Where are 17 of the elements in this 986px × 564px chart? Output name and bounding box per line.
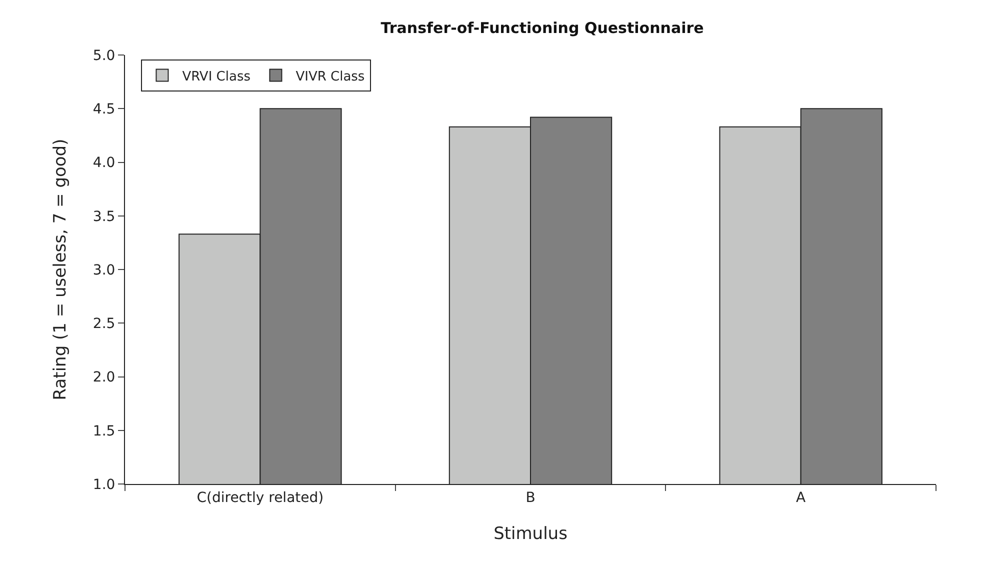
x-tick-label: A xyxy=(796,490,806,506)
y-tick-label: 2.0 xyxy=(92,370,116,386)
y-tick-label: 2.5 xyxy=(92,316,116,332)
x-tick-label: B xyxy=(526,490,536,506)
y-tick-label: 1.5 xyxy=(92,423,116,440)
legend-label: VIVR Class xyxy=(296,69,365,84)
y-tick-label: 1.0 xyxy=(92,476,116,493)
x-axis-title: Stimulus xyxy=(494,524,568,544)
y-tick-label: 5.0 xyxy=(92,48,116,64)
y-tick-label: 3.0 xyxy=(92,262,116,278)
y-axis-title: Rating (1 = useless, 7 = good) xyxy=(50,138,70,400)
y-tick-label: 3.5 xyxy=(92,208,116,225)
chart-title: Transfer-of-Functioning Questionnaire xyxy=(380,19,704,38)
legend-label: VRVI Class xyxy=(182,69,251,84)
y-tick-label: 4.5 xyxy=(92,102,116,118)
x-tick-label: C(directly related) xyxy=(196,490,324,506)
y-tick-label: 4.0 xyxy=(92,155,116,172)
